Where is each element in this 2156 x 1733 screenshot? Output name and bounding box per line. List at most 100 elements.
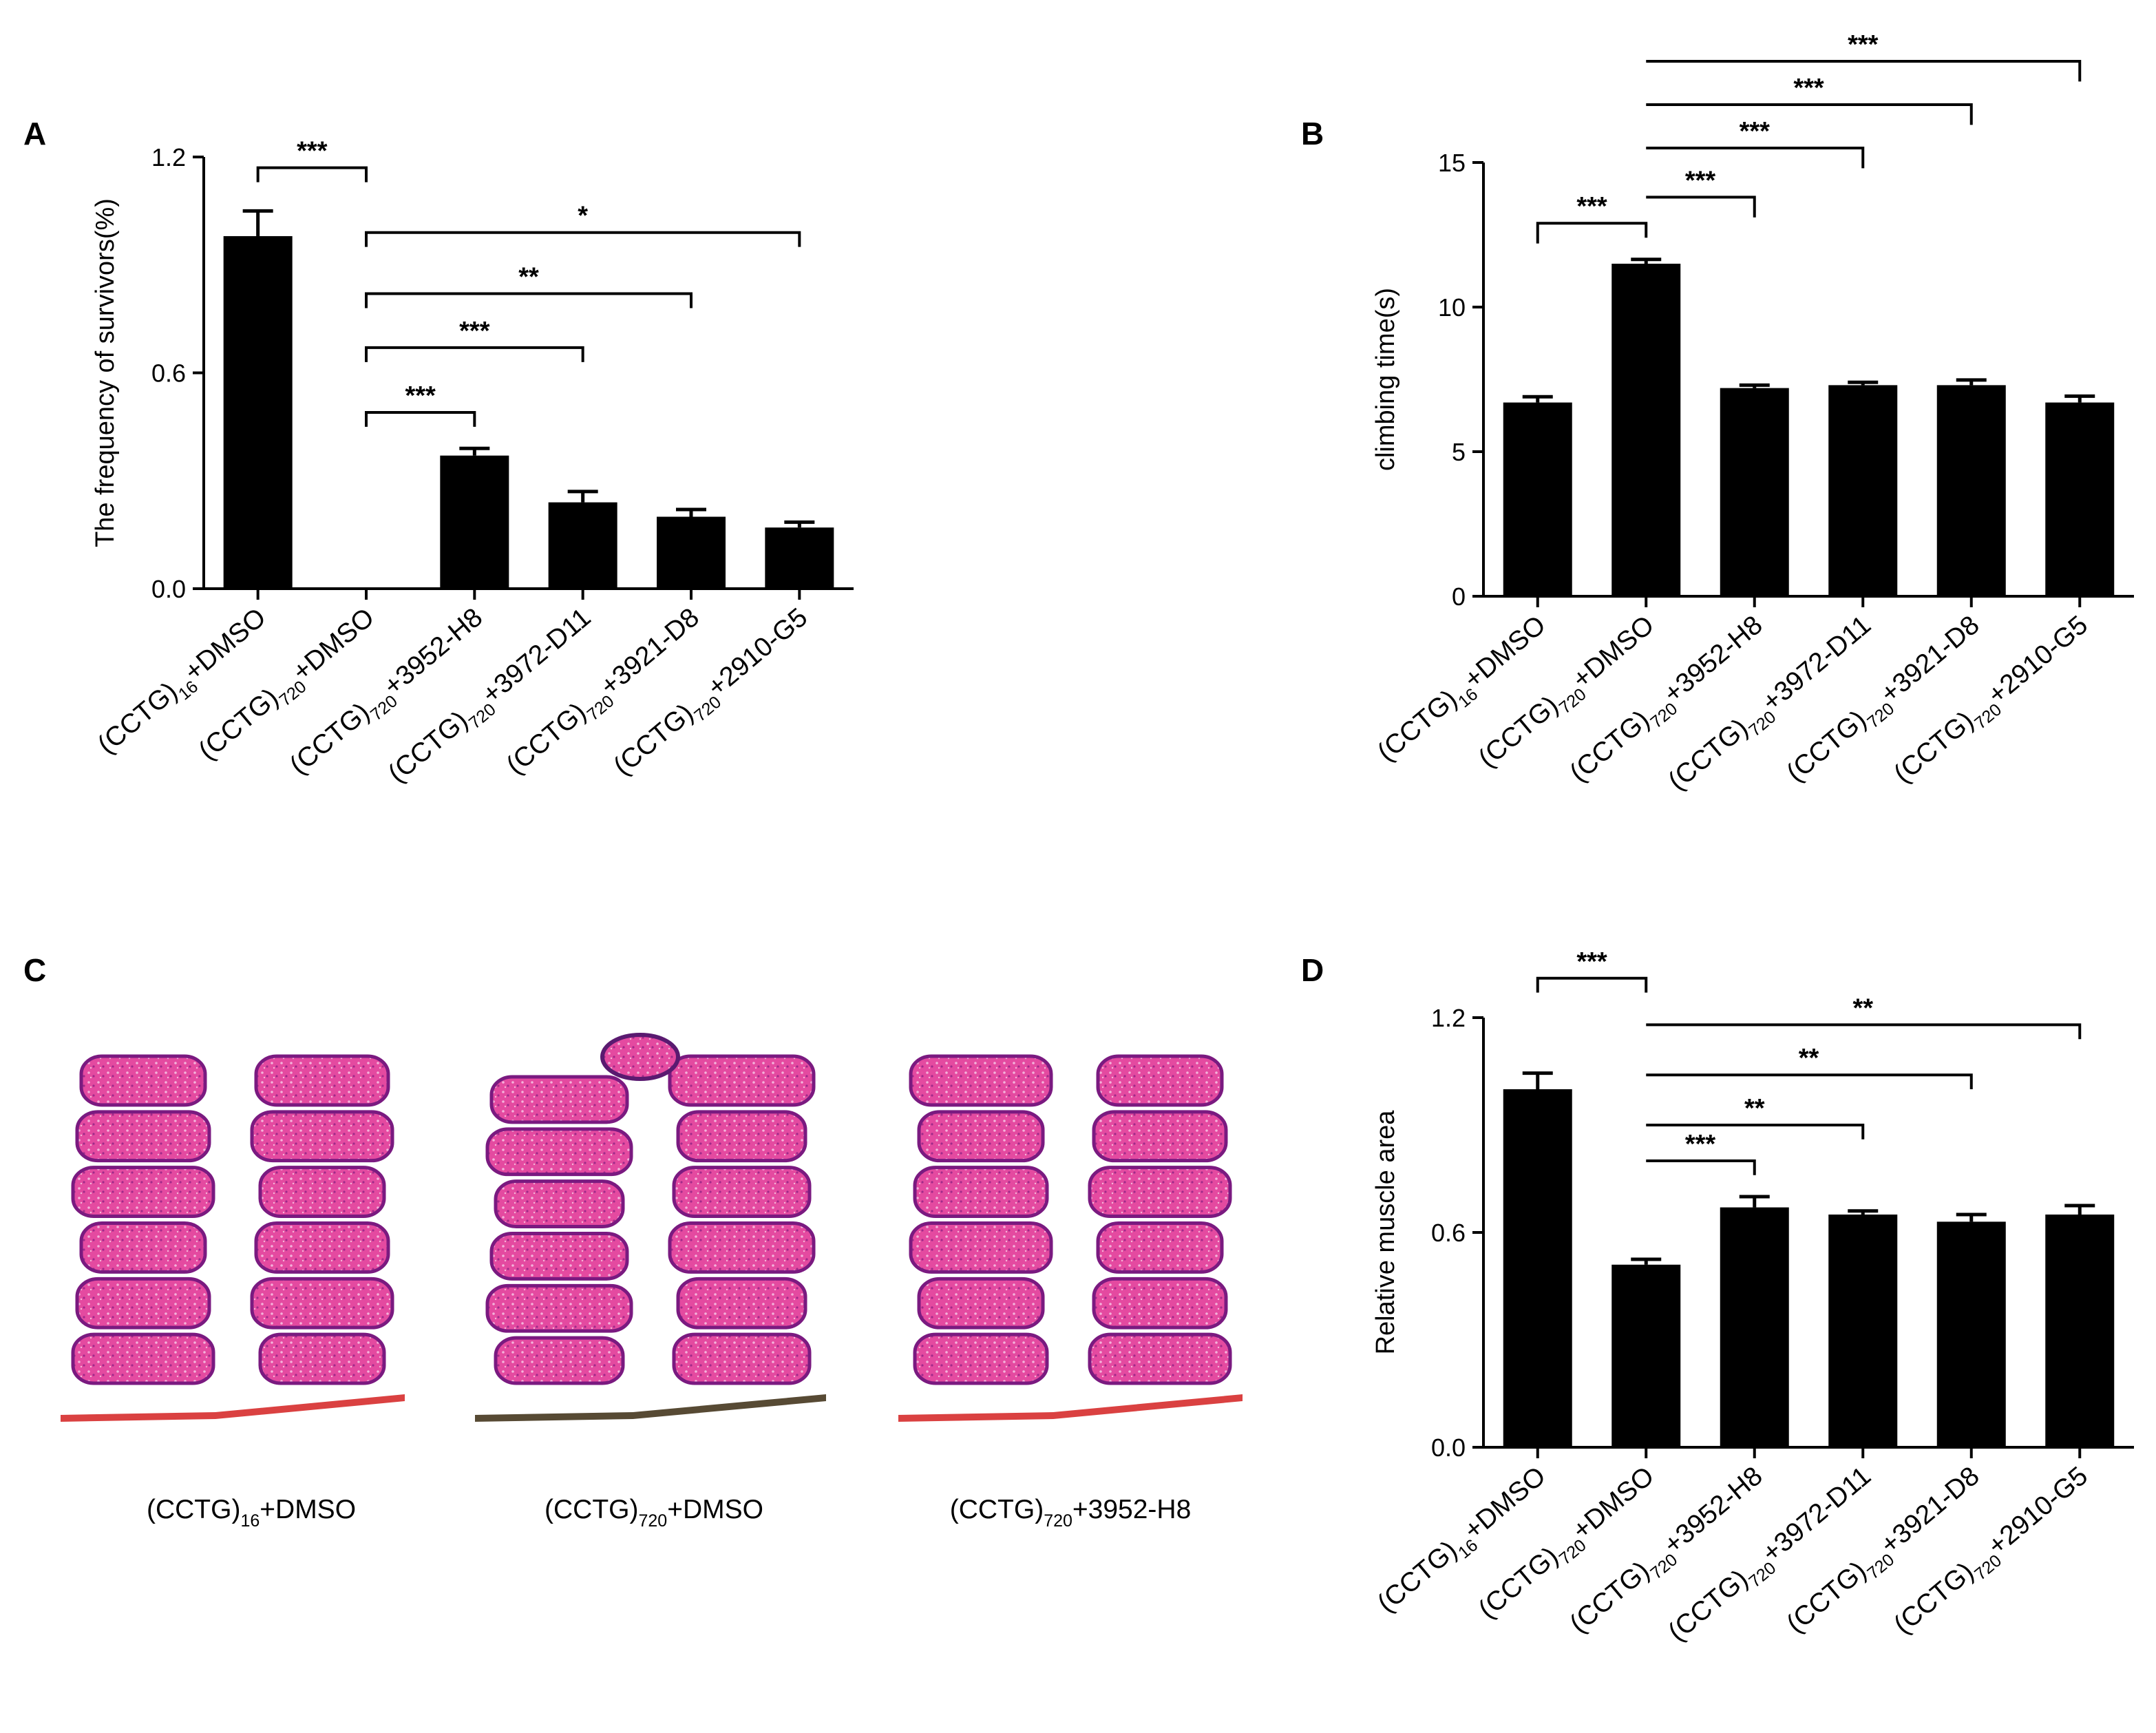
chart-a-xtick-label-1-base: (CCTG): [193, 683, 284, 766]
chart-a-sig-label-4: ***: [405, 381, 436, 410]
histology-caption-2-rest: +3952-H8: [1072, 1495, 1191, 1524]
chart-d-xtick-label-1-rest: +DMSO: [1567, 1461, 1660, 1546]
histology-segment-0-1-4: [250, 1277, 394, 1330]
histology-segment-1-1-2: [672, 1166, 812, 1218]
chart-a-bar-3: [548, 502, 617, 589]
histology-segment-2-0-4: [917, 1277, 1045, 1330]
chart-d-xtick-label-4-base: (CCTG): [1781, 1556, 1872, 1639]
histology-segment-2-0-5: [913, 1332, 1049, 1385]
chart-d-sig-bracket-2: [1646, 1073, 1973, 1089]
chart-a-xtick-label-2-rest: +3952-H8: [378, 602, 488, 702]
histology-segment-0-1-0: [254, 1054, 390, 1107]
chart-b-sig-label-1: ***: [1685, 166, 1716, 195]
chart-a-survivors: 0.0 0.6 1.2 The frequency of survivors(%) (C…: [91, 137, 854, 788]
chart-d-xtick-label-3-rest: +3972-D11: [1757, 1461, 1877, 1568]
chart-b-sig-bracket-4: [1646, 60, 2082, 82]
chart-b-xtick-label-5: (CCTG)720+2910-G5: [1888, 610, 2097, 794]
chart-b-xtick-label-4-rest: +3921-D8: [1875, 610, 1985, 709]
chart-a-xtick-label-2-base: (CCTG): [284, 697, 375, 781]
chart-a-sig-label-1: *: [578, 202, 588, 231]
chart-b-xtick-label-0-rest: +DMSO: [1459, 610, 1552, 695]
chart-d-bar-0: [1503, 1089, 1572, 1447]
histology-caption-1-rest: +DMSO: [667, 1495, 763, 1524]
histology-segment-2-1-0: [1096, 1054, 1224, 1107]
histology-caption-2-sub: 720: [1044, 1511, 1072, 1531]
chart-d-sig-label-3: **: [1744, 1094, 1765, 1123]
chart-b-xtick-label-2-base: (CCTG): [1564, 705, 1655, 788]
histology-image-0: (CCTG)16+DMSO: [61, 1040, 405, 1531]
chart-a-xtick-label-2: (CCTG)720+3952-H8: [284, 602, 492, 785]
chart-b-xtick-label-4-base: (CCTG): [1781, 705, 1872, 788]
chart-b-xtick-label-2-rest: +3952-H8: [1658, 610, 1768, 709]
panel-letter-d: D: [1301, 952, 1324, 988]
chart-b-sig-label-4: ***: [1848, 30, 1879, 59]
chart-a-sig-bracket-0: [256, 166, 368, 182]
chart-a-xtick-label-0: (CCTG)16+DMSO: [92, 602, 275, 764]
chart-d-xtick-label-3-base: (CCTG): [1662, 1564, 1753, 1648]
chart-a-bar-5: [765, 527, 834, 589]
histology-segment-0-0-3: [79, 1221, 207, 1274]
chart-d-xtick-label-0-base: (CCTG): [1372, 1535, 1463, 1619]
chart-b-bar-5: [2045, 402, 2115, 596]
chart-d-xtick-label-1-base: (CCTG): [1473, 1542, 1564, 1625]
chart-d-xtick-label-5-base: (CCTG): [1888, 1557, 1979, 1640]
chart-a-ytick-label-2: 1.2: [151, 143, 186, 171]
chart-a-xtick-label-1-rest: +DMSO: [287, 602, 380, 687]
histology-segment-1-1-3: [668, 1221, 816, 1274]
histology-segment-1-0-5: [494, 1336, 625, 1385]
chart-b-sig-bracket-2: [1646, 147, 1865, 169]
chart-a-xtick-label-0-rest: +DMSO: [179, 602, 272, 687]
chart-b-xtick-label-2: (CCTG)720+3952-H8: [1564, 610, 1772, 792]
panel-letter-a: A: [23, 116, 46, 151]
chart-a-ytick-label-1: 0.6: [151, 359, 186, 388]
chart-d-xtick-label-2-rest: +3952-H8: [1658, 1461, 1768, 1560]
histology-segment-2-1-2: [1088, 1166, 1232, 1218]
chart-a-xtick-label-5-base: (CCTG): [608, 698, 699, 781]
chart-b-ytick-label-1: 5: [1452, 438, 1466, 466]
chart-d-bar-4: [1936, 1221, 2006, 1447]
chart-a-sig-label-0: ***: [297, 137, 328, 166]
histology-segment-0-1-3: [254, 1221, 390, 1274]
histology-debris-0: [61, 1394, 405, 1422]
histology-segment-0-1-2: [258, 1166, 386, 1218]
histology-segment-0-0-2: [71, 1166, 215, 1218]
histology-image-2: (CCTG)720+3952-H8: [898, 1040, 1243, 1531]
chart-b-xtick-label-3-rest: +3972-D11: [1757, 610, 1877, 717]
chart-d-xtick-label-0: (CCTG)16+DMSO: [1372, 1461, 1555, 1623]
chart-d-ytick-label-0: 0.0: [1431, 1433, 1466, 1462]
chart-d-bar-5: [2045, 1215, 2115, 1447]
chart-b-sig-bracket-0: [1536, 222, 1648, 244]
chart-a-sig-bracket-2: [365, 292, 693, 308]
chart-d-sig-bracket-4: [1646, 1159, 1756, 1175]
histology-segment-2-0-1: [917, 1110, 1045, 1163]
histology-debris-1: [475, 1394, 826, 1422]
histology-segment-2-0-2: [913, 1166, 1049, 1218]
histology-caption-2: (CCTG)720+3952-H8: [950, 1495, 1192, 1531]
chart-d-xtick-label-5-rest: +2910-G5: [1983, 1461, 2093, 1561]
histology-segment-1-0-0: [489, 1075, 629, 1124]
histology-segment-1-1-0: [668, 1054, 816, 1107]
histology-debris-2: [898, 1394, 1243, 1422]
histology-segment-1-0-3: [489, 1232, 629, 1281]
chart-a-bar-4: [657, 516, 726, 589]
chart-a-xtick-label-3-rest: +3972-D11: [476, 602, 596, 710]
histology-segment-0-0-0: [79, 1054, 207, 1107]
chart-b-xtick-label-0-base: (CCTG): [1372, 684, 1463, 768]
histology-segment-1-1-4: [676, 1277, 807, 1330]
chart-b-xtick-label-3: (CCTG)720+3972-D11: [1662, 610, 1880, 801]
histology-caption-0-sub: 16: [240, 1511, 260, 1531]
chart-a-sig-bracket-4: [365, 410, 476, 427]
histology-caption-2-base: (CCTG): [950, 1495, 1044, 1524]
chart-a-xtick-label-5: (CCTG)720+2910-G5: [608, 602, 817, 786]
chart-a-bar-0: [223, 235, 293, 589]
chart-b-bar-0: [1503, 402, 1572, 596]
chart-d-sig-bracket-1: [1646, 1023, 2082, 1040]
chart-d-xtick-label-5: (CCTG)720+2910-G5: [1888, 1461, 2097, 1645]
chart-d-xtick-label-2: (CCTG)720+3952-H8: [1564, 1461, 1772, 1643]
histology-segment-1-1-5: [672, 1332, 812, 1385]
histology-segment-1-0-2: [494, 1179, 625, 1228]
chart-b-sig-label-2: ***: [1740, 117, 1771, 146]
chart-b-ytick-label-3: 15: [1438, 149, 1466, 177]
chart-d-muscle-area: 0.0 0.6 1.2 Relative muscle area (CCTG)16+DM…: [1371, 947, 2134, 1648]
